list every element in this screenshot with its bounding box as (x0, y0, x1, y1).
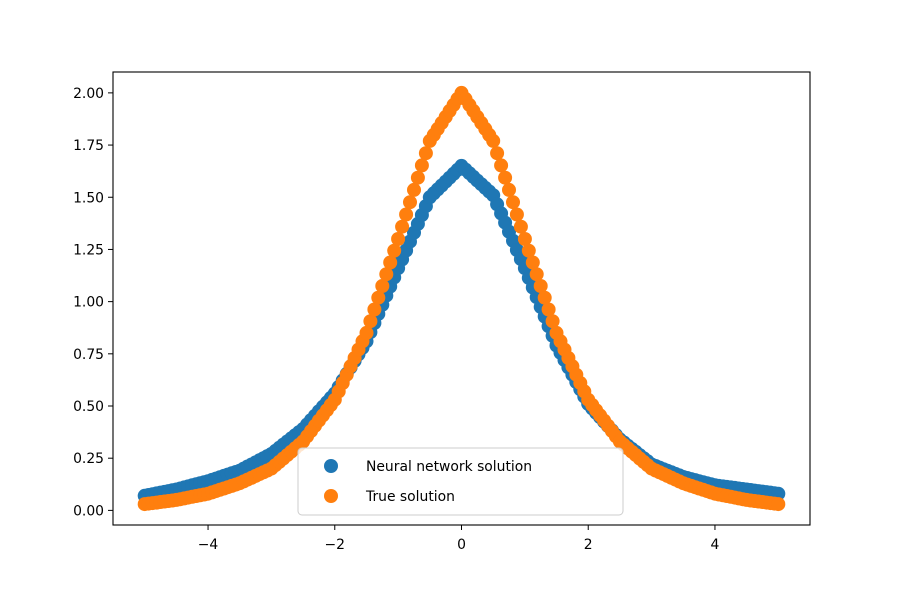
y-tick-label: 0.75 (73, 347, 104, 363)
data-point (494, 158, 509, 173)
legend-label-true-solution: True solution (365, 489, 455, 505)
data-point (541, 302, 556, 317)
plot-frame (112, 71, 811, 526)
y-tick-label: 2.00 (73, 86, 104, 102)
x-tick-label: 4 (711, 537, 720, 553)
data-point (395, 219, 410, 234)
data-point (414, 158, 429, 173)
x-axis-ticks: −4 −2 0 2 4 (198, 525, 720, 553)
data-point (498, 170, 513, 185)
data-point (517, 232, 532, 246)
data-point (506, 195, 520, 210)
data-point (533, 279, 548, 293)
legend-label-neural-network: Neural network solution (366, 459, 532, 475)
legend: Neural network solution True solution (297, 447, 624, 516)
data-point (403, 195, 417, 210)
data-point (513, 219, 528, 234)
legend-marker-true-solution (324, 489, 338, 503)
data-point (399, 207, 414, 222)
x-tick-label: 2 (584, 537, 593, 553)
data-point (359, 325, 374, 340)
data-point (525, 255, 540, 270)
legend-marker-neural-network (324, 459, 338, 473)
legend-box (297, 447, 624, 516)
data-point (521, 243, 536, 258)
data-point (502, 182, 516, 197)
data-point (509, 207, 524, 222)
data-point (383, 255, 398, 270)
x-tick-label: −4 (198, 537, 219, 553)
y-tick-label: 1.50 (73, 190, 104, 206)
x-tick-label: 0 (457, 537, 466, 553)
data-point (418, 146, 433, 161)
data-point (363, 314, 378, 329)
data-point (537, 290, 552, 305)
y-axis-ticks: 0.00 0.25 0.50 0.75 1.00 1.25 1.50 1.75 2.00 (73, 86, 113, 519)
y-tick-label: 0.25 (73, 451, 104, 467)
y-tick-label: 0.50 (73, 399, 104, 415)
series-true-solution (137, 85, 786, 512)
y-tick-label: 0.00 (73, 503, 104, 519)
data-point (367, 302, 382, 317)
x-tick-label: −2 (325, 537, 345, 553)
data-point (410, 170, 425, 185)
data-point (490, 146, 505, 161)
data-point (407, 182, 421, 197)
y-tick-label: 1.75 (73, 138, 104, 154)
data-point (529, 267, 544, 282)
data-point (391, 232, 406, 246)
data-point (771, 497, 786, 512)
data-point (371, 290, 386, 305)
y-tick-label: 1.00 (73, 295, 104, 311)
y-tick-label: 1.25 (73, 242, 104, 258)
data-point (375, 279, 390, 293)
data-point (387, 243, 402, 258)
data-point (545, 314, 560, 329)
data-point (486, 133, 501, 148)
data-points (137, 85, 786, 512)
data-point (379, 267, 394, 282)
